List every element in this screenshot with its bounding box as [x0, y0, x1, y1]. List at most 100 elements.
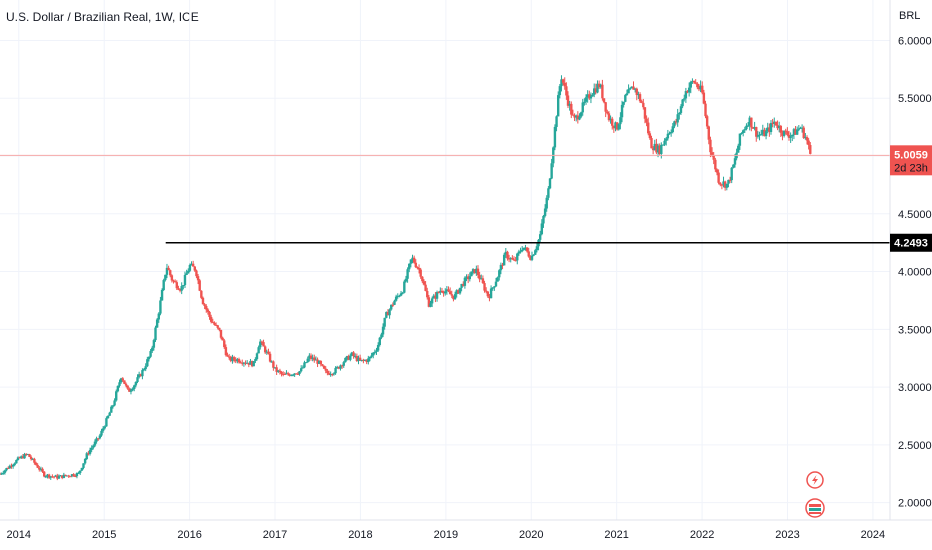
candle-body [280, 371, 283, 374]
candle-body [362, 359, 365, 361]
candle-body [318, 360, 321, 364]
last-price-tag [890, 145, 932, 176]
candle-body [85, 453, 88, 459]
candle-body [473, 269, 476, 274]
candle-body [87, 453, 90, 455]
candle-body [687, 87, 691, 93]
candle-body [556, 95, 560, 117]
candle-body [216, 325, 219, 328]
candle-body [15, 460, 18, 464]
y-tick-label: 3.5000 [898, 324, 932, 336]
candle-body [434, 295, 437, 299]
candle-body [110, 406, 113, 413]
candle-body [288, 374, 291, 376]
candle-body [791, 134, 794, 137]
candle-body [141, 370, 144, 377]
candle-body [691, 81, 694, 83]
candle-body [684, 91, 688, 99]
candle-body [787, 134, 791, 138]
candle-body [702, 92, 706, 104]
candle-series[interactable] [0, 75, 812, 481]
candle-body [624, 95, 627, 102]
candle-body [576, 115, 580, 120]
candle-body [633, 88, 637, 90]
candle-body [732, 164, 735, 168]
candle-body [750, 117, 753, 128]
candle-body [383, 317, 386, 327]
candle-body [358, 357, 362, 361]
price-axis[interactable]: 6.00005.50005.00004.50004.00003.50003.00… [898, 35, 932, 509]
candle-body [457, 290, 460, 294]
candle-body [227, 356, 231, 358]
candle-body [101, 428, 105, 431]
candle-body [723, 181, 727, 188]
candle-body [3, 470, 7, 473]
candle-body [33, 458, 36, 463]
candle-body [520, 249, 524, 252]
lightning-icon[interactable] [806, 471, 824, 489]
candle-body [291, 374, 295, 376]
candle-body [327, 373, 331, 375]
candle-body [584, 97, 588, 102]
candle-body [229, 356, 233, 361]
candle-body [440, 290, 444, 292]
candle-body [303, 362, 306, 368]
candle-body [717, 172, 720, 183]
candle-body [95, 438, 98, 442]
candle-body [665, 138, 668, 141]
candle-body [52, 476, 56, 478]
candle-body [164, 274, 167, 281]
candle-body [730, 167, 733, 181]
candle-body [61, 475, 64, 478]
candle-body [771, 122, 774, 124]
candle-body [198, 280, 201, 291]
candle-body [137, 374, 141, 378]
candle-body [108, 412, 111, 416]
candle-body [231, 357, 234, 361]
candle-body [578, 116, 581, 120]
candle-body [376, 345, 380, 351]
time-axis[interactable]: 2014 2015 2016 2017 2018 2019 2020 2021 2022 2023… [7, 529, 886, 541]
candle-body [547, 188, 550, 198]
candle-body [16, 457, 20, 461]
candle-body [205, 306, 208, 310]
y-tick-label: 5.5000 [898, 93, 932, 105]
candle-body [169, 270, 172, 276]
candle-body [779, 125, 783, 133]
candle-body [252, 361, 255, 367]
candle-body [524, 247, 527, 249]
candle-body [660, 144, 663, 154]
candle-body [20, 456, 23, 459]
x-tick-label: 2021 [604, 529, 628, 541]
candle-body [777, 125, 781, 129]
candle-body [41, 468, 44, 472]
candle-body [543, 208, 547, 216]
candle-body [429, 303, 432, 307]
candle-body [262, 342, 265, 347]
candle-body [534, 250, 537, 255]
candle-body [13, 463, 16, 465]
candle-body [314, 359, 318, 361]
candle-body [768, 127, 771, 132]
candle-body [355, 355, 359, 362]
y-tick-label: 2.0000 [898, 498, 932, 510]
candle-body [588, 94, 591, 99]
candle-body [517, 251, 521, 254]
candle-body [758, 134, 761, 136]
candle-body [519, 251, 522, 253]
candle-body [527, 251, 530, 257]
candle-body [322, 365, 326, 369]
candle-body [260, 341, 264, 343]
candle-body [357, 357, 360, 362]
candle-body [604, 102, 607, 112]
candle-body [378, 337, 381, 346]
candle-body [278, 370, 282, 372]
candle-body [160, 289, 164, 301]
candle-body [195, 270, 198, 277]
candle-body [59, 475, 62, 477]
flag-icon[interactable] [805, 498, 825, 518]
candle-body [208, 311, 211, 317]
candle-body [182, 285, 185, 287]
candle-body [324, 368, 327, 371]
